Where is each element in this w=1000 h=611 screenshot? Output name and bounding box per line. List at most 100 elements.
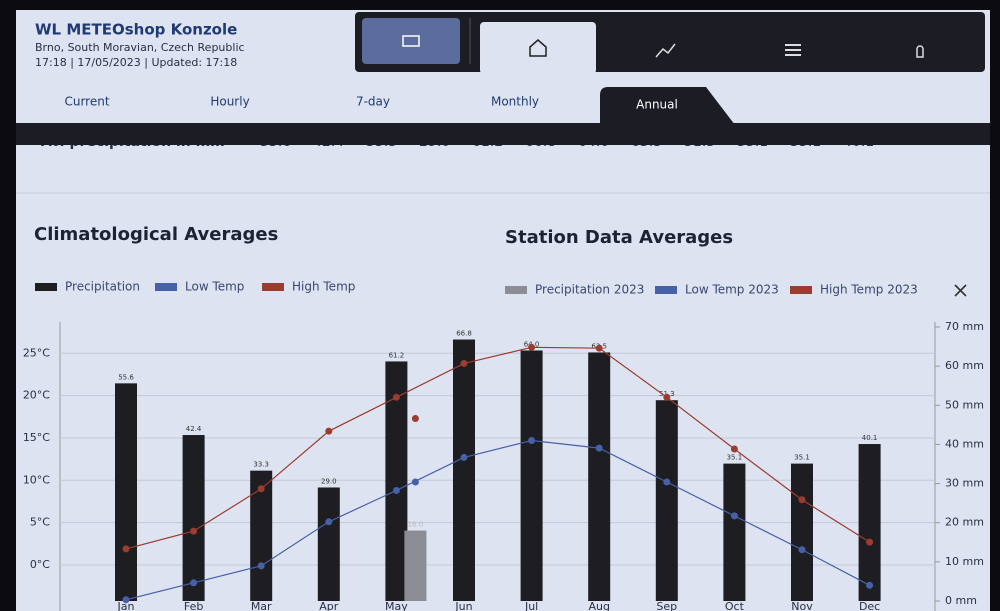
plot: 0°C 5°C 10°C 15°C 20°C 25°C 0 mm 10 mm 20 mm 30 m… xyxy=(23,280,984,611)
y2-tick-label: 0 mm xyxy=(945,594,977,607)
row-value: 51.3 xyxy=(684,134,715,150)
line-marker xyxy=(663,478,671,486)
legend-swatch xyxy=(262,283,284,291)
nav-icon xyxy=(402,35,420,47)
row-value: 33.3 xyxy=(366,134,397,150)
legend-label: Low Temp 2023 xyxy=(685,283,779,297)
x-tick-label: May xyxy=(385,600,408,611)
tab-underbar xyxy=(16,123,990,145)
tabs: Current Hourly 7-day Monthly Annual xyxy=(64,95,677,112)
close-button[interactable] xyxy=(954,284,967,297)
bar-label: 55.6 xyxy=(118,373,134,381)
bar xyxy=(453,339,475,601)
list-icon[interactable] xyxy=(785,44,801,56)
bar-label: 35.1 xyxy=(794,454,810,462)
bar-label: 29.0 xyxy=(321,477,337,485)
x-tick-label: Dec xyxy=(859,600,880,611)
row-value: 64.0 xyxy=(578,134,609,150)
line-marker xyxy=(866,538,874,546)
chart-icon[interactable] xyxy=(655,43,676,58)
legend-swatch xyxy=(790,286,812,294)
x-tick-label: Sep xyxy=(656,600,677,611)
point xyxy=(411,414,419,422)
x-tick-label: Mar xyxy=(251,600,272,611)
line-marker xyxy=(595,344,603,352)
bar-label: 35.1 xyxy=(727,454,743,462)
tab[interactable]: Current xyxy=(64,95,109,109)
bar xyxy=(385,361,408,601)
line-marker xyxy=(730,512,738,520)
row-value: 29.0 xyxy=(419,134,450,150)
user-icon[interactable] xyxy=(916,45,924,58)
tab[interactable]: 7-day xyxy=(356,95,390,109)
bar xyxy=(404,530,427,601)
bar xyxy=(791,463,813,601)
x-tick-label: Jun xyxy=(454,600,472,611)
y2-tick-label: 40 mm xyxy=(945,437,984,450)
line-marker xyxy=(325,518,333,526)
bar xyxy=(115,383,137,601)
chart-title: Climatological Averages xyxy=(34,224,278,245)
x-tick-label: Feb xyxy=(184,600,203,611)
tab[interactable]: Monthly xyxy=(491,95,539,109)
legend-swatch xyxy=(505,286,527,294)
line-marker xyxy=(122,596,130,604)
legend-label: Precipitation 2023 xyxy=(535,283,644,297)
y2-tick-label: 50 mm xyxy=(945,398,984,411)
legend-swatch xyxy=(655,286,677,294)
bar-label: 42.4 xyxy=(186,425,202,433)
chart-title: Station Data Averages xyxy=(505,227,733,248)
y-tick-label: 10°C xyxy=(23,473,50,486)
line-marker xyxy=(663,393,671,401)
line-marker xyxy=(257,562,265,570)
line-marker xyxy=(595,444,603,452)
row-value: 42.4 xyxy=(313,134,344,150)
y2-tick-label: 10 mm xyxy=(945,555,984,568)
legend-label: Low Temp xyxy=(185,280,244,294)
bar-label: 18.0 xyxy=(408,521,424,529)
home-tab[interactable] xyxy=(480,22,596,74)
line-marker xyxy=(730,445,738,453)
line-marker xyxy=(460,359,468,367)
y-tick-label: 0°C xyxy=(30,558,50,571)
legend-swatch xyxy=(35,283,57,291)
y2-tick-label: 30 mm xyxy=(945,477,984,490)
row-value: 35.1 xyxy=(737,134,768,150)
line-marker xyxy=(190,527,198,535)
x-tick-label: Nov xyxy=(791,600,813,611)
tab[interactable]: Hourly xyxy=(210,95,249,109)
row-value: 55.6 xyxy=(260,134,291,150)
bar xyxy=(520,350,543,601)
precip-row-content: Av. precipitation in mm 55.6 42.4 33.3 29.0 6… xyxy=(41,134,874,150)
x-tick-label: Apr xyxy=(319,600,339,611)
legend-label: Precipitation xyxy=(65,280,140,294)
y-tick-label: 20°C xyxy=(23,389,50,402)
line-marker xyxy=(122,545,130,553)
bar-label: 40.1 xyxy=(862,434,878,442)
active-tab-bg xyxy=(600,87,735,125)
line-marker xyxy=(460,453,468,461)
x-tick-label: Aug xyxy=(588,600,609,611)
time: 17:18 | 17/05/2023 | Updated: 17:18 xyxy=(35,56,237,69)
precip-row: Av. precipitation in mm 55.6 42.4 33.3 29.0 6… xyxy=(41,134,874,150)
line-marker xyxy=(866,581,874,589)
line-marker xyxy=(392,486,400,494)
row-value: 63.5 xyxy=(631,134,662,150)
bar xyxy=(588,352,611,601)
bar-label: 66.8 xyxy=(456,330,472,338)
tab[interactable]: Annual xyxy=(636,98,678,112)
y-tick-label: 25°C xyxy=(23,346,50,359)
line-marker xyxy=(798,496,806,504)
nav-button[interactable] xyxy=(362,18,460,64)
background xyxy=(16,10,990,611)
y-tick-label: 15°C xyxy=(23,431,50,444)
row-value: 35.1 xyxy=(790,134,821,150)
row-value: 61.2 xyxy=(472,134,503,150)
home-icon xyxy=(529,39,547,57)
line-marker xyxy=(257,485,265,493)
bar xyxy=(317,487,340,601)
location: Brno, South Moravian, Czech Republic xyxy=(35,41,245,54)
row-label: Av. precipitation in mm xyxy=(41,134,225,150)
